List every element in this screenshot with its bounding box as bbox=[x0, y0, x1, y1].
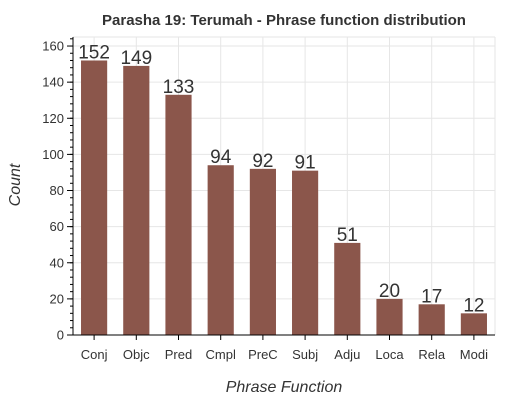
data-label: 51 bbox=[337, 225, 358, 246]
y-tick-label: 0 bbox=[57, 328, 64, 343]
bar-modi bbox=[460, 313, 487, 335]
chart-title: Parasha 19: Terumah - Phrase function di… bbox=[102, 12, 466, 29]
data-labels: 152 149 133 94 92 91 51 20 17 12 bbox=[78, 42, 484, 316]
x-tick-label: Modi bbox=[460, 347, 488, 362]
data-label: 149 bbox=[120, 48, 152, 69]
bar-adju bbox=[334, 242, 361, 335]
data-label: 20 bbox=[379, 281, 400, 302]
x-tick-label: Conj bbox=[81, 347, 108, 362]
data-label: 12 bbox=[463, 295, 484, 316]
bar-loca bbox=[376, 298, 403, 335]
bar-rela bbox=[418, 304, 445, 335]
y-tick-label: 120 bbox=[42, 111, 64, 126]
y-axis-label: Count bbox=[7, 163, 24, 206]
data-label: 91 bbox=[295, 153, 316, 174]
y-tick-label: 80 bbox=[50, 183, 64, 198]
bar-objc bbox=[123, 65, 150, 335]
data-label: 92 bbox=[252, 151, 273, 172]
bar-cmpl bbox=[207, 165, 234, 335]
bars bbox=[81, 60, 487, 335]
data-label: 133 bbox=[163, 77, 195, 98]
bar-subj bbox=[292, 170, 319, 335]
x-tick-label: Loca bbox=[375, 347, 404, 362]
x-tick-label: Cmpl bbox=[206, 347, 236, 362]
bar-prec bbox=[249, 168, 276, 335]
y-tick-label: 100 bbox=[42, 147, 64, 162]
data-label: 152 bbox=[78, 42, 110, 63]
x-tick-label: Rela bbox=[418, 347, 446, 362]
y-tick-label: 20 bbox=[50, 291, 64, 306]
x-tick-label: Pred bbox=[165, 347, 192, 362]
y-tick-label: 140 bbox=[42, 75, 64, 90]
x-tick-label: Objc bbox=[123, 347, 150, 362]
x-tick-label: Subj bbox=[292, 347, 318, 362]
x-tick-label: Adju bbox=[334, 347, 360, 362]
data-label: 94 bbox=[210, 147, 232, 168]
y-tick-label: 60 bbox=[50, 219, 64, 234]
data-label: 17 bbox=[421, 286, 442, 307]
y-tick-label: 40 bbox=[50, 255, 64, 270]
x-tick-label: PreC bbox=[248, 347, 278, 362]
y-tick-label: 160 bbox=[42, 39, 64, 54]
bar-conj bbox=[81, 60, 108, 335]
x-axis-label: Phrase Function bbox=[226, 379, 343, 396]
axes: 0 20 40 60 80 100 120 140 160 Conj Objc Pred Cmpl Pre… bbox=[42, 37, 495, 362]
bar-pred bbox=[165, 94, 192, 335]
